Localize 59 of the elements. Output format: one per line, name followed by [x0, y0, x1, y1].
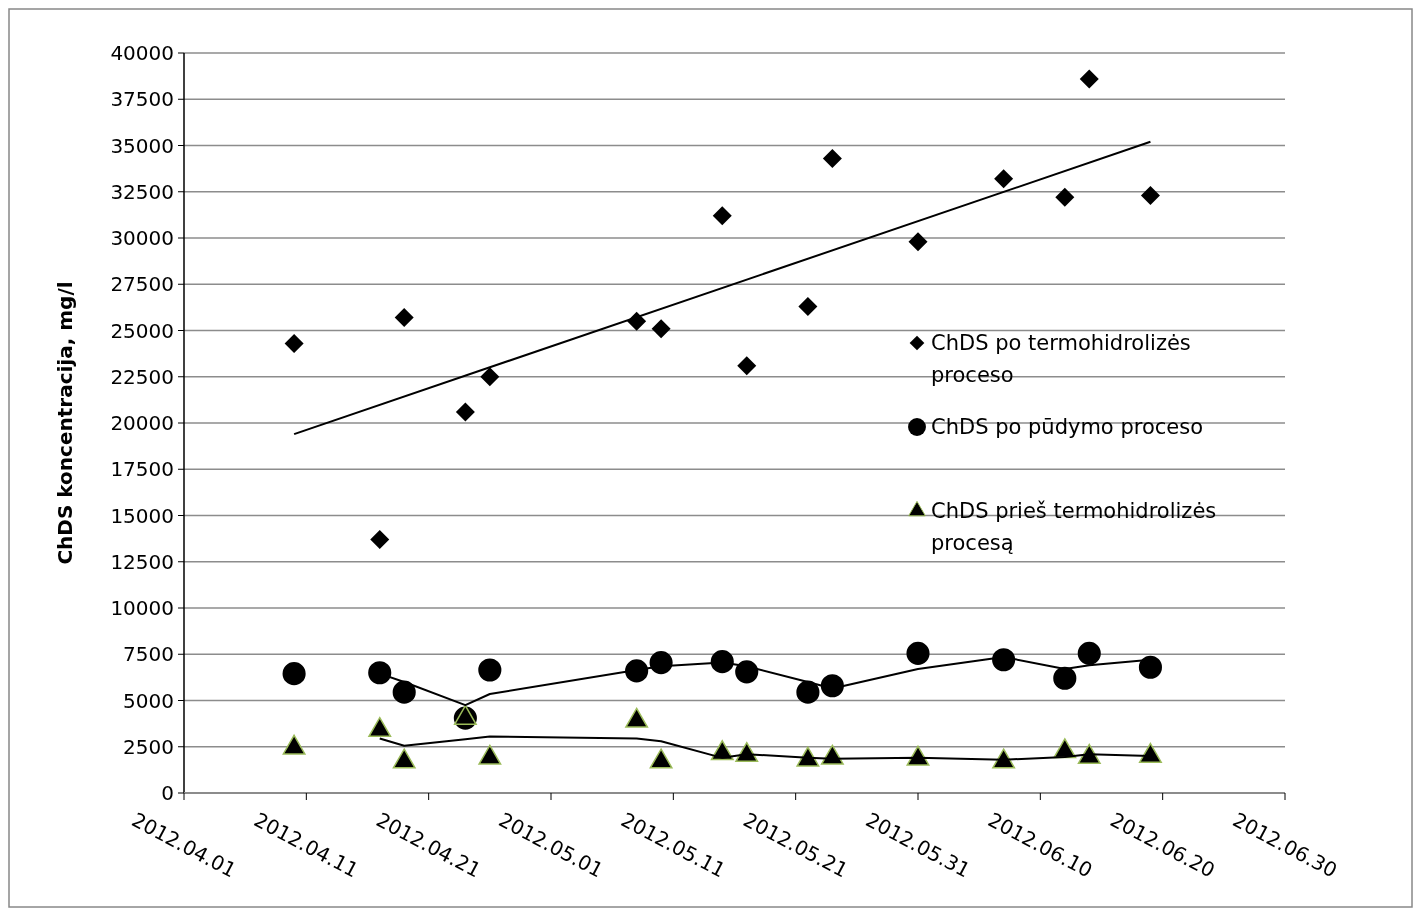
y-tick-label: 40000	[110, 41, 174, 65]
y-tick-label: 30000	[110, 226, 174, 250]
point	[1140, 185, 1160, 205]
point	[478, 658, 502, 682]
point	[368, 716, 392, 738]
point	[796, 746, 820, 767]
point	[710, 650, 734, 674]
y-tick-label: 7500	[123, 642, 174, 667]
point	[284, 333, 304, 353]
point	[282, 734, 306, 755]
point	[1138, 742, 1162, 763]
point	[798, 296, 818, 316]
y-tick-label: 17500	[110, 457, 174, 482]
legend-label: ChDS po termohidrolizės proceso	[931, 331, 1191, 387]
point	[908, 232, 928, 252]
y-tick-label: 27500	[110, 272, 174, 297]
y-tick-label: 0	[161, 781, 174, 805]
legend-label: ChDS prieš termohidrolizės procesą	[931, 499, 1217, 555]
point	[1053, 666, 1077, 690]
point	[651, 319, 671, 339]
point	[1077, 743, 1101, 764]
point	[282, 662, 306, 686]
point	[455, 402, 475, 422]
point	[1138, 655, 1162, 679]
point	[796, 680, 820, 704]
point	[994, 169, 1014, 189]
point	[392, 680, 416, 704]
y-axis-title: ChDS koncentracija, mg/l	[53, 281, 77, 565]
point	[649, 748, 673, 769]
y-tick-label: 37500	[110, 87, 174, 112]
point	[480, 367, 500, 387]
point	[368, 661, 392, 685]
y-tick-label: 12500	[110, 549, 174, 574]
y-tick-label: 20000	[110, 411, 174, 435]
y-tick-label: 35000	[110, 133, 174, 158]
point	[394, 308, 414, 328]
point	[370, 530, 390, 550]
y-tick-label: 25000	[110, 318, 174, 343]
y-tick-label: 22500	[110, 364, 174, 389]
point	[906, 745, 930, 766]
y-tick-label: 15000	[110, 503, 174, 528]
point	[478, 744, 502, 765]
point	[735, 660, 759, 684]
point	[906, 641, 930, 665]
point	[392, 748, 416, 769]
point	[992, 748, 1016, 769]
point	[822, 148, 842, 168]
point	[625, 707, 649, 728]
point	[712, 206, 732, 226]
y-tick-label: 10000	[110, 596, 174, 620]
point	[1079, 69, 1099, 89]
point	[1077, 641, 1101, 665]
y-tick-label: 2500	[123, 734, 174, 759]
point	[737, 356, 757, 376]
point	[820, 744, 844, 765]
y-tick-label: 32500	[110, 179, 174, 204]
point	[1055, 187, 1075, 207]
y-tick-label: 5000	[123, 688, 174, 713]
legend-label: ChDS po pūdymo proceso	[931, 415, 1203, 440]
